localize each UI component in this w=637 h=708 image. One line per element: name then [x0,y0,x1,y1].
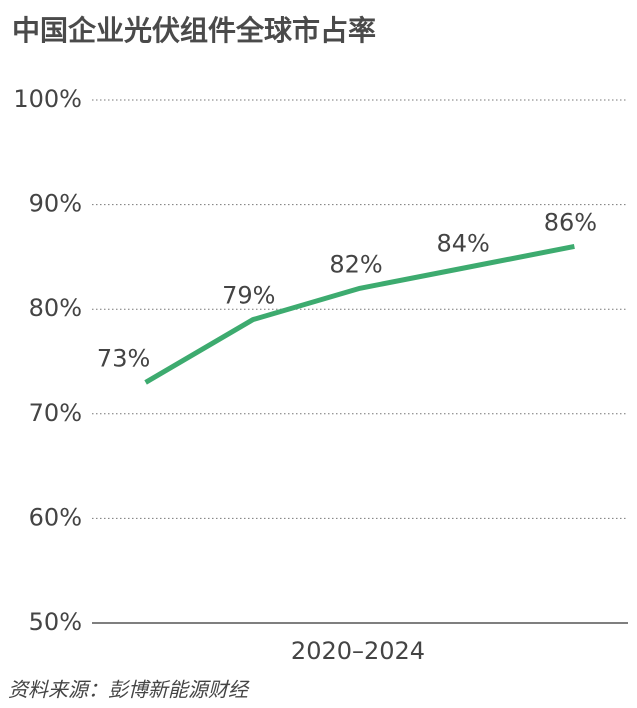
y-tick-label: 90% [29,190,82,218]
chart-title: 中国企业光伏组件全球市占率 [12,14,376,47]
y-tick-label: 60% [29,503,82,531]
data-line [144,243,575,385]
data-label: 79% [222,282,275,310]
y-tick-label: 80% [29,294,82,322]
y-tick-label: 100% [13,85,82,113]
data-label: 82% [329,250,382,278]
y-tick-label: 50% [29,608,82,636]
data-label: 84% [437,229,490,257]
y-tick-label: 70% [29,399,82,427]
x-axis-label: 2020–2024 [291,637,425,665]
data-label: 73% [97,344,150,372]
data-label: 86% [544,208,597,236]
source-note: 资料来源：彭博新能源财经 [8,678,250,702]
